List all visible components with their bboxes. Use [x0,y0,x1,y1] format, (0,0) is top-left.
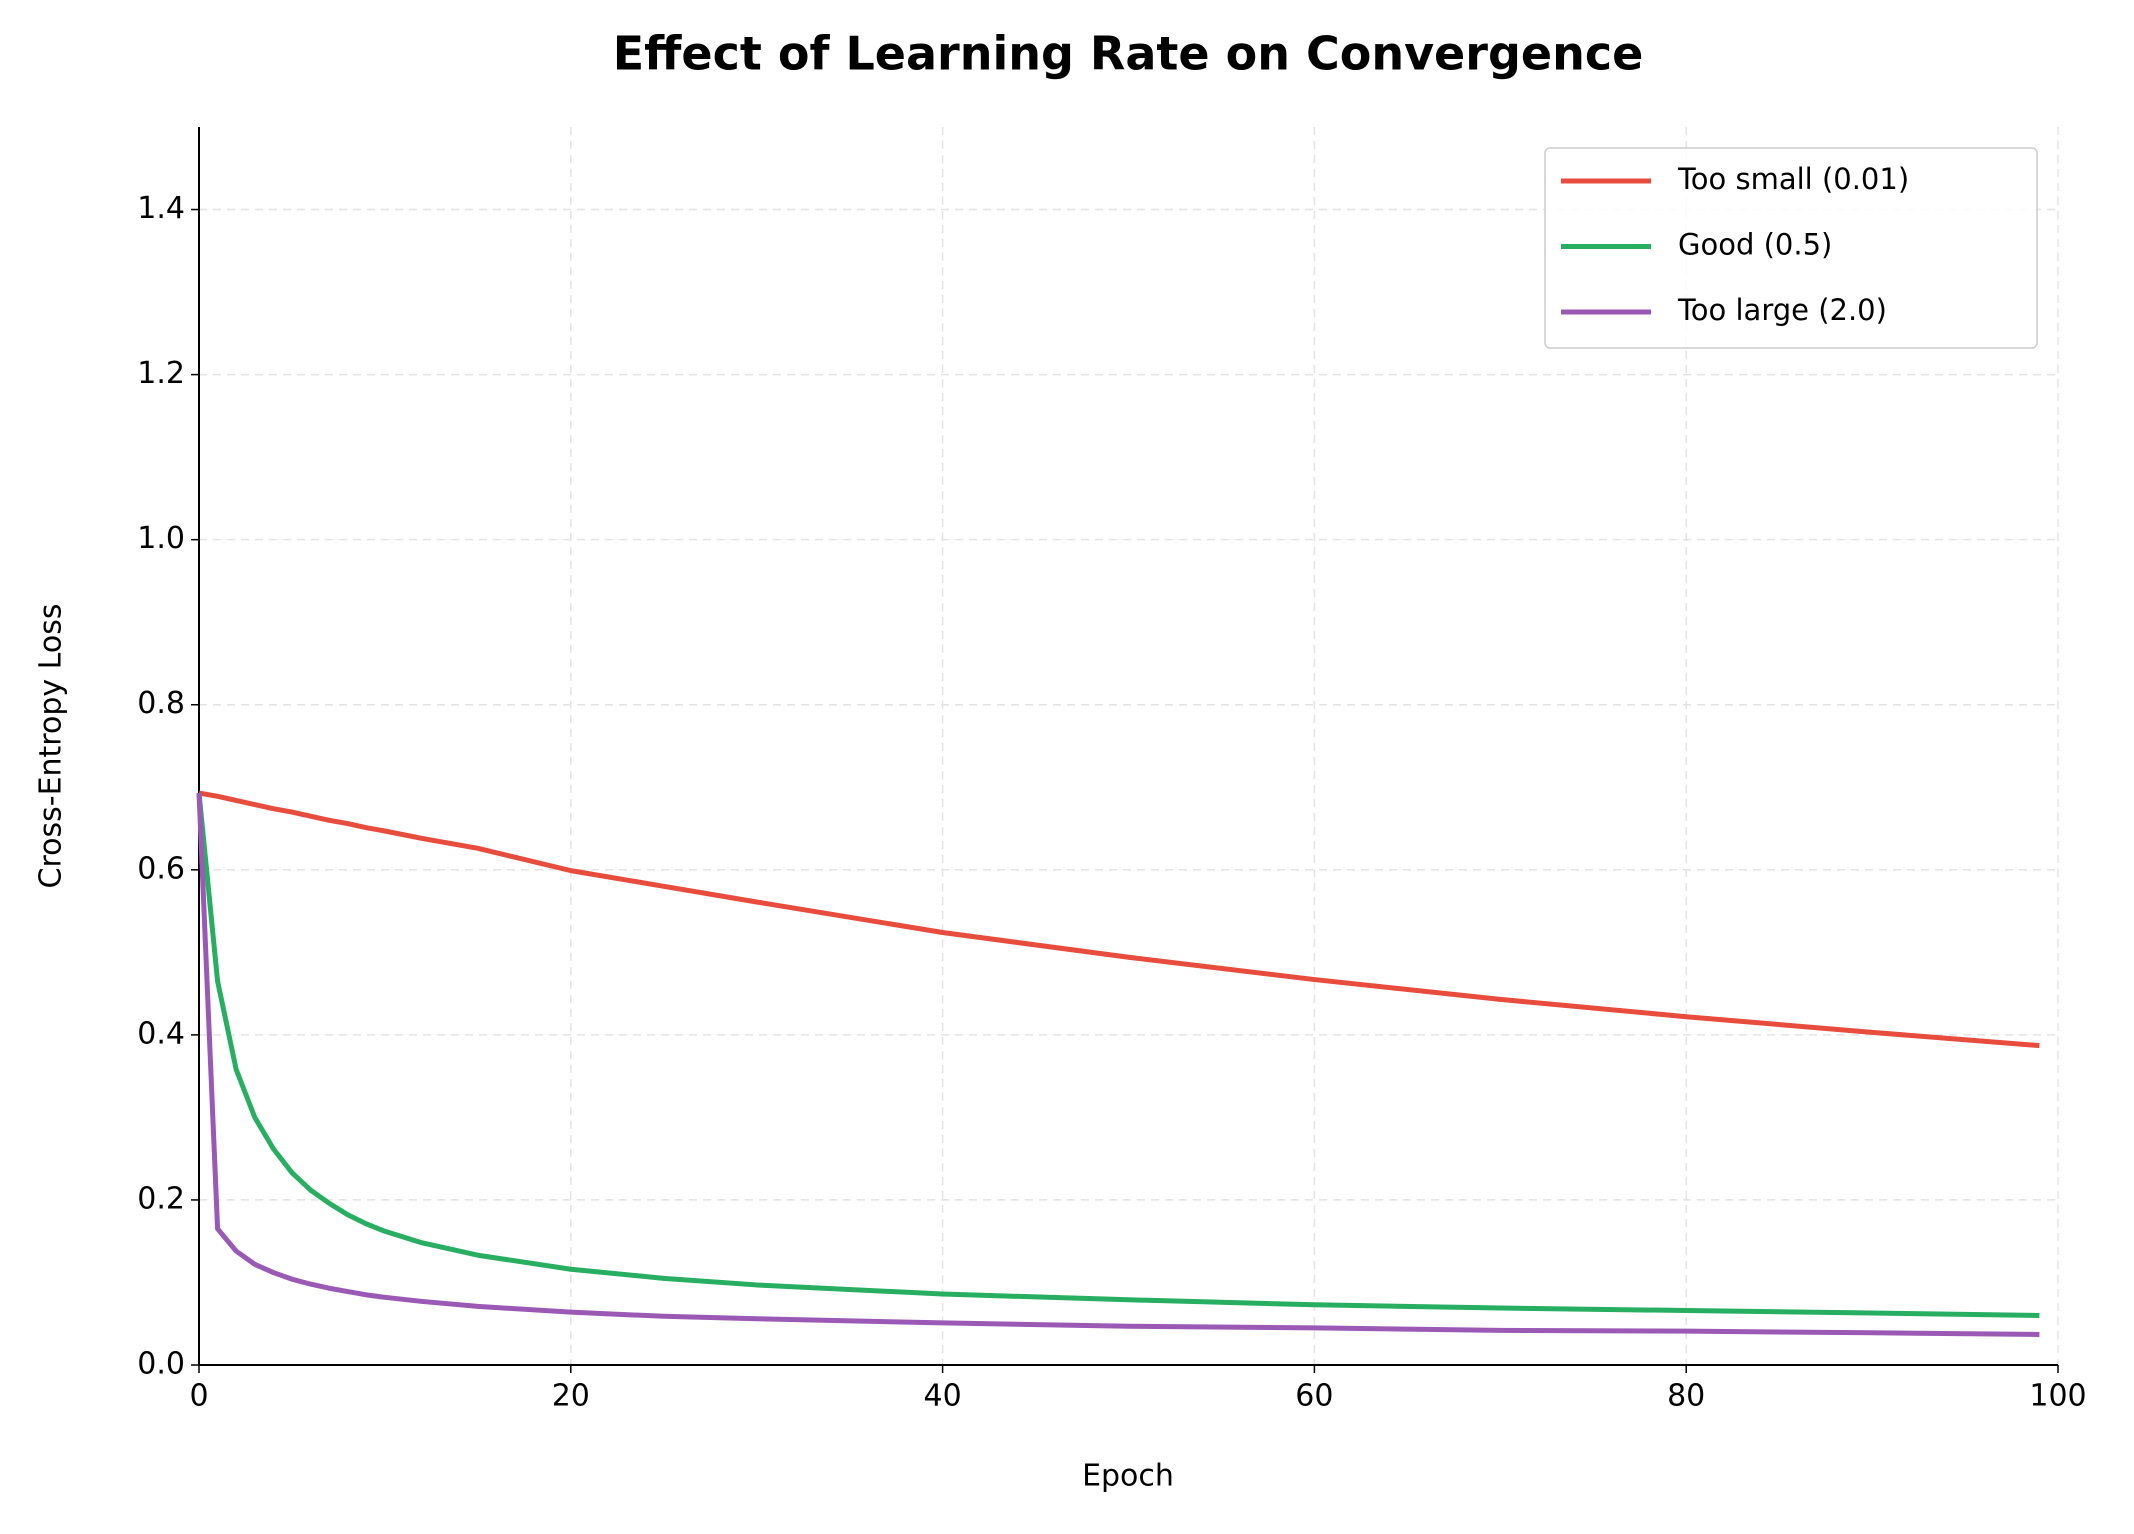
y-tick-label: 1.4 [137,191,185,226]
y-tick-label: 0.0 [137,1347,185,1382]
y-tick-label: 1.2 [137,356,185,391]
y-axis-label: Cross-Entropy Loss [34,604,69,889]
x-tick-label: 60 [1295,1379,1333,1414]
line-series [198,790,2040,1049]
y-tick-label: 1.0 [137,521,185,556]
y-tick-label: 0.4 [137,1016,185,1051]
x-tick-label: 20 [552,1379,590,1414]
y-tick-label: 0.6 [137,851,185,886]
legend-label: Too small (0.01) [1677,162,1909,196]
legend-label: Too large (2.0) [1677,293,1887,327]
x-axis-label: Epoch [1082,1459,1174,1494]
legend-label: Good (0.5) [1678,228,1832,262]
x-tick-label: 100 [2029,1379,2086,1414]
line-series [196,792,2040,1318]
y-tick-label: 0.8 [137,686,185,721]
legend-box [1544,147,2038,349]
line-series [196,792,2040,1337]
chart-title: Effect of Learning Rate on Convergence [613,27,1644,81]
x-tick-label: 0 [189,1379,208,1414]
x-tick-label: 40 [924,1379,962,1414]
x-tick-label: 80 [1667,1379,1705,1414]
y-tick-label: 0.2 [137,1181,185,1216]
